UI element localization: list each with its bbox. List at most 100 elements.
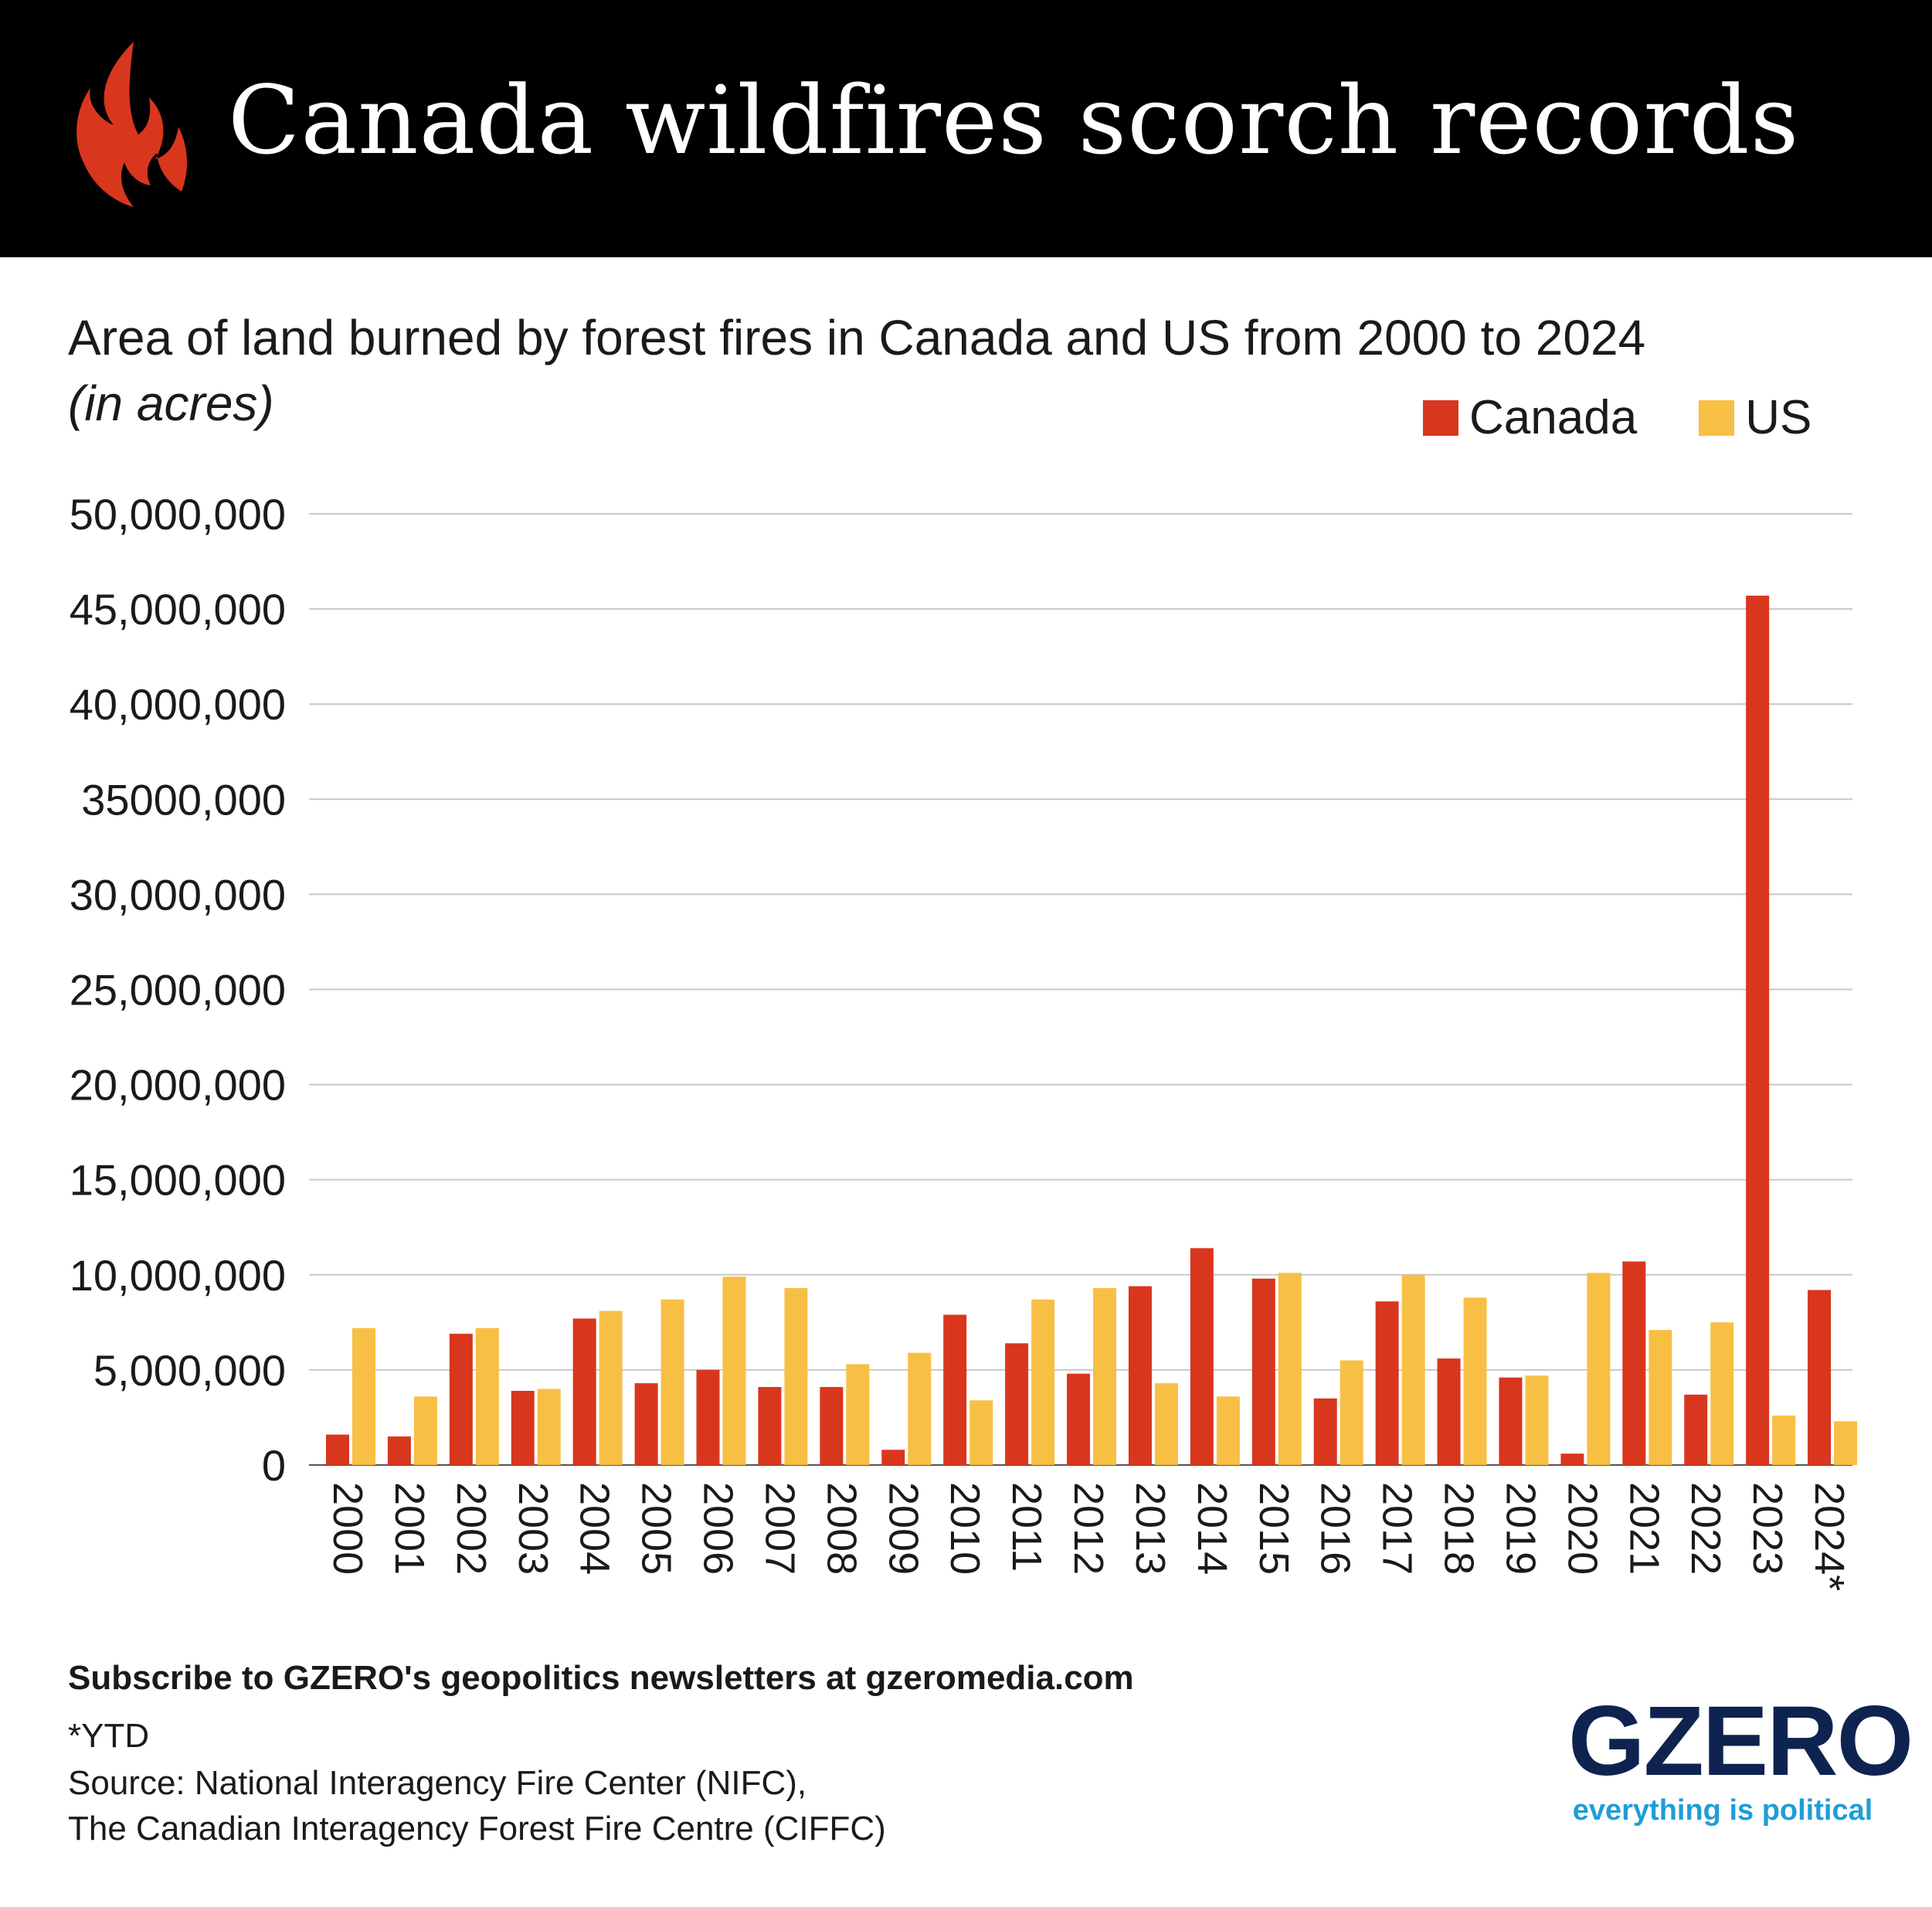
bar-us — [413, 1396, 437, 1465]
bar-us — [1278, 1273, 1302, 1465]
y-tick-label: 20,000,000 — [70, 1061, 286, 1110]
bar-us — [969, 1400, 993, 1465]
bar-canada — [1499, 1377, 1523, 1465]
x-tick-label: 2003 — [510, 1482, 556, 1575]
bar-canada — [1251, 1278, 1275, 1465]
legend-label-us: US — [1745, 391, 1812, 444]
x-tick-label: 2012 — [1065, 1482, 1112, 1575]
bar-us — [908, 1352, 932, 1465]
y-tick-label: 30,000,000 — [70, 870, 286, 919]
bar-us — [537, 1389, 561, 1465]
x-tick-label: 2004 — [572, 1482, 618, 1575]
bar-canada — [634, 1383, 658, 1465]
bar-canada — [1313, 1398, 1337, 1465]
gzero-logo: GZERO everything is political — [1568, 1686, 1913, 1827]
y-tick-label: 40,000,000 — [70, 680, 286, 729]
bar-canada — [387, 1436, 411, 1465]
bar-us — [1401, 1274, 1425, 1465]
chart-subtitle: Area of land burned by forest fires in C… — [68, 310, 1646, 365]
x-tick-label: 2008 — [818, 1482, 864, 1575]
bar-canada — [1190, 1248, 1214, 1465]
logo-tagline: everything is political — [1572, 1794, 1873, 1827]
x-tick-label: 2020 — [1559, 1482, 1605, 1575]
subscribe-cta: Subscribe to GZERO's geopolitics newslet… — [68, 1659, 1134, 1697]
x-tick-label: 2011 — [1003, 1482, 1050, 1572]
y-tick-label: 50,000,000 — [70, 490, 286, 539]
bar-us — [1648, 1330, 1672, 1465]
bar-us — [1710, 1322, 1734, 1465]
bar-us — [1463, 1297, 1487, 1465]
chart-legend: Canada US — [1423, 394, 1811, 442]
source-line-1: Source: National Interagency Fire Center… — [68, 1764, 807, 1802]
bar-canada — [449, 1334, 473, 1465]
bar-canada — [1684, 1394, 1708, 1465]
unit-label: (in acres) — [68, 376, 274, 431]
bar-us — [352, 1327, 375, 1465]
bar-canada — [1437, 1358, 1461, 1465]
legend-item-canada: Canada — [1423, 394, 1637, 442]
bar-canada — [326, 1434, 349, 1465]
bar-us — [1525, 1375, 1549, 1465]
bar-us — [1154, 1383, 1178, 1465]
bar-us — [1031, 1299, 1055, 1465]
x-tick-label: 2000 — [324, 1482, 371, 1575]
x-tick-label: 2006 — [695, 1482, 742, 1575]
bar-canada — [1560, 1453, 1584, 1465]
bar-us — [1772, 1415, 1796, 1465]
legend-swatch-canada — [1423, 400, 1458, 436]
x-tick-label: 2014 — [1189, 1482, 1235, 1575]
bar-canada — [881, 1450, 905, 1465]
y-tick-label: 35000,000 — [81, 775, 286, 824]
bar-canada — [696, 1369, 720, 1465]
x-tick-label: 2007 — [756, 1482, 803, 1575]
x-tick-label: 2001 — [386, 1482, 433, 1575]
y-tick-label: 25,000,000 — [70, 966, 286, 1015]
y-tick-label: 0 — [262, 1441, 286, 1490]
flame-icon — [76, 42, 188, 207]
x-tick-label: 2024* — [1806, 1482, 1852, 1591]
bar-canada — [943, 1314, 967, 1465]
bar-canada — [820, 1387, 844, 1465]
bar-us — [1834, 1421, 1858, 1465]
bar-us — [1093, 1288, 1117, 1465]
bar-canada — [1375, 1301, 1399, 1465]
bar-chart: 0 5,000,000 10,000,000 15,000,000 20,000,000… — [70, 490, 1858, 1591]
bar-us — [784, 1288, 808, 1465]
bar-us — [846, 1364, 870, 1465]
bar-us — [1587, 1273, 1611, 1465]
ytd-footnote: *YTD — [68, 1717, 150, 1755]
legend-swatch-us — [1699, 400, 1735, 436]
source-line-2: The Canadian Interagency Forest Fire Cen… — [68, 1810, 886, 1848]
bar-us — [722, 1276, 746, 1465]
bar-canada — [1005, 1343, 1029, 1465]
y-tick-label: 5,000,000 — [93, 1346, 286, 1395]
bar-canada — [1746, 595, 1770, 1466]
logo-brand: GZERO — [1568, 1686, 1913, 1797]
x-tick-label: 2023 — [1744, 1482, 1791, 1575]
x-tick-label: 2002 — [448, 1482, 494, 1575]
bar-canada — [1808, 1290, 1832, 1465]
x-tick-label: 2013 — [1127, 1482, 1173, 1575]
x-tick-label: 2016 — [1312, 1482, 1359, 1575]
bar-canada — [758, 1387, 782, 1465]
bar-canada — [511, 1390, 535, 1465]
x-tick-label: 2015 — [1251, 1482, 1297, 1575]
x-tick-label: 2019 — [1497, 1482, 1543, 1575]
bar-canada — [572, 1318, 596, 1465]
x-tick-label: 2017 — [1374, 1482, 1421, 1575]
y-tick-label: 45,000,000 — [70, 585, 286, 634]
bar-us — [1216, 1396, 1240, 1465]
bar-us — [1339, 1360, 1363, 1465]
legend-label-canada: Canada — [1469, 391, 1638, 444]
bar-us — [599, 1310, 623, 1465]
legend-item-us: US — [1699, 394, 1811, 442]
x-tick-label: 2010 — [942, 1482, 988, 1575]
headline: Canada wildfires scorch records — [228, 66, 1800, 175]
bar-us — [475, 1327, 499, 1465]
x-tick-label: 2005 — [633, 1482, 680, 1575]
bar-canada — [1067, 1373, 1091, 1465]
y-tick-label: 15,000,000 — [70, 1156, 286, 1205]
x-tick-label: 2018 — [1436, 1482, 1482, 1575]
x-tick-label: 2022 — [1682, 1482, 1729, 1575]
y-tick-label: 10,000,000 — [70, 1251, 286, 1300]
